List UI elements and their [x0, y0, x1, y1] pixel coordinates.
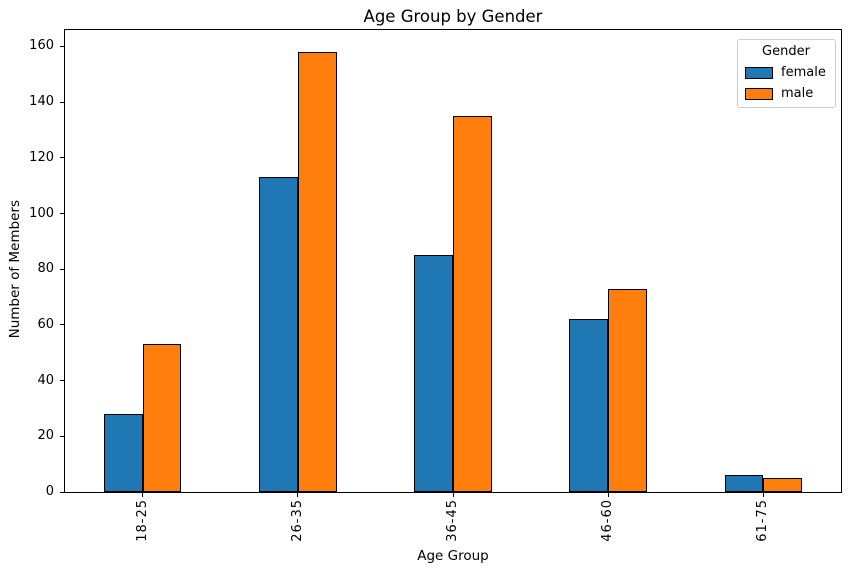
y-tick-label: 40	[37, 372, 54, 388]
legend-title: Gender	[762, 44, 810, 59]
bar-male-36-45	[453, 116, 492, 492]
x-axis-label: Age Group	[417, 548, 489, 564]
bar-male-46-60	[608, 288, 647, 492]
legend-label-male: male	[781, 86, 814, 101]
bar-female-61-75	[724, 475, 764, 492]
bar-female-18-25	[103, 414, 143, 492]
male-color-swatch	[745, 87, 773, 100]
female-color-swatch	[745, 66, 773, 79]
bar-female-46-60	[569, 319, 609, 492]
x-tick-mark	[452, 493, 454, 497]
y-tick-label: 80	[37, 261, 54, 277]
y-tick-mark	[60, 491, 64, 493]
x-tick-mark	[762, 493, 764, 497]
legend-label-female: female	[781, 65, 826, 80]
y-tick-label: 120	[29, 149, 54, 165]
y-tick-label: 60	[37, 316, 54, 332]
bar-male-18-25	[142, 344, 182, 492]
y-tick-mark	[60, 380, 64, 382]
x-tick-label-46-60: 46-60	[600, 499, 616, 542]
y-tick-mark	[60, 45, 64, 47]
x-tick-mark	[607, 493, 609, 497]
chart-title: Age Group by Gender	[363, 7, 543, 26]
legend-entry-female: female	[745, 65, 827, 80]
bar-male-61-75	[763, 478, 803, 492]
legend: Gender female male	[737, 39, 836, 108]
x-tick-label-61-75: 61-75	[755, 499, 771, 542]
y-tick-label: 20	[37, 428, 54, 444]
bar-female-26-35	[259, 177, 298, 492]
y-tick-label: 0	[45, 484, 54, 499]
plot-area	[64, 29, 842, 493]
bar-female-36-45	[414, 255, 453, 492]
x-tick-mark	[142, 493, 144, 497]
y-tick-mark	[60, 435, 64, 437]
x-tick-mark	[297, 493, 299, 497]
y-tick-mark	[60, 157, 64, 159]
y-tick-mark	[60, 213, 64, 215]
x-tick-label-18-25: 18-25	[134, 499, 150, 542]
y-tick-label: 140	[29, 94, 54, 110]
y-tick-mark	[60, 101, 64, 103]
y-tick-label: 100	[29, 205, 54, 221]
x-tick-label-26-35: 26-35	[289, 499, 305, 542]
y-axis-label: Number of Members	[7, 200, 23, 339]
y-tick-mark	[60, 324, 64, 326]
bar-male-26-35	[297, 52, 337, 492]
x-tick-label-36-45: 36-45	[445, 499, 460, 542]
y-tick-mark	[60, 268, 64, 270]
y-tick-label: 160	[29, 38, 54, 54]
legend-entry-male: male	[745, 86, 827, 101]
